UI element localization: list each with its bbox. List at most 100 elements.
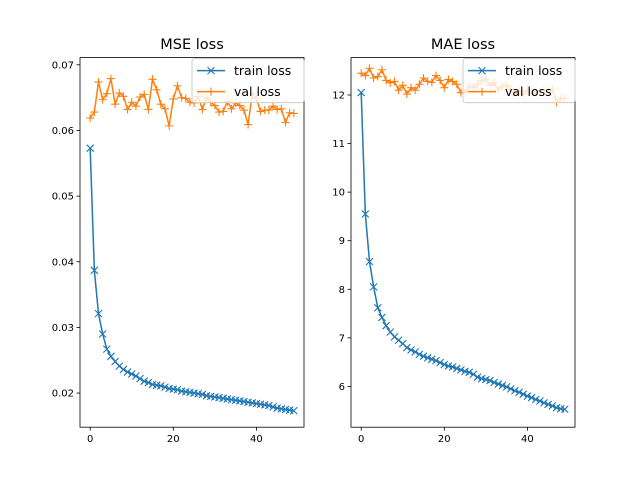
mse-train-loss-point (123, 368, 132, 376)
mae-train-loss-point (415, 350, 424, 359)
mae-train-loss-point (357, 88, 366, 97)
mae-legend-train-loss-marker (478, 66, 486, 75)
mse-train-loss-point (107, 352, 115, 361)
mae-val-loss-point (382, 76, 391, 85)
mae-val-loss-point (386, 78, 395, 87)
mse-x-tick-label: 40 (250, 434, 263, 445)
mse-train-loss-point (136, 374, 144, 383)
mse-train-loss-point (264, 401, 273, 410)
mae-train-loss-point (506, 384, 515, 393)
mse-legend-train-loss-label: train loss (234, 63, 291, 78)
mse-val-loss-point (106, 74, 115, 83)
mse-val-loss-point (281, 118, 290, 127)
mse-val-loss-point (227, 104, 236, 113)
mse-train-loss-point (289, 406, 298, 415)
mae-y-axis: 6 7 8 9 10 11 12 (332, 90, 351, 393)
mse-y-tick-label: 0.04 (52, 257, 74, 268)
mae-y-tick-label: 7 (339, 333, 345, 344)
mse-loss-chart: MSE loss 0 20 40 0.020.030.040.050.060.07 … (52, 37, 305, 445)
mse-val-loss-point (136, 92, 145, 101)
mae-loss-chart: MAE loss 0 20 40 6 7 8 9 10 11 12 train loss val … (332, 37, 576, 445)
mae-train-loss-point (531, 395, 540, 404)
mae-train-loss-point (403, 343, 411, 352)
mae-train-loss-point (440, 360, 449, 369)
mse-legend: train loss val loss (191, 58, 305, 104)
mse-val-loss-point (239, 106, 248, 115)
mae-legend-val-loss-label: val loss (505, 84, 552, 99)
mse-val-loss-point (86, 113, 95, 122)
mse-val-loss-point (148, 75, 157, 84)
mae-train-loss-point (423, 353, 432, 362)
mae-train-loss-point (494, 380, 503, 388)
mae-val-loss-point (357, 69, 366, 78)
mae-chart-title: MAE loss (431, 37, 495, 53)
mae-train-loss-point (519, 390, 528, 399)
mae-train-loss-point (411, 348, 420, 356)
mae-train-loss-point (419, 352, 428, 361)
mse-val-loss-point (273, 105, 282, 114)
mse-val-loss-point (177, 93, 186, 102)
mae-val-loss-point (369, 73, 378, 82)
mse-val-loss-point (131, 102, 140, 111)
mae-train-loss-point (523, 392, 532, 401)
mse-x-tick-label: 0 (87, 434, 93, 445)
mse-val-loss-point (98, 95, 107, 104)
mae-train-loss-point (560, 405, 569, 414)
mse-train-loss-point (98, 330, 107, 338)
mae-train-loss-point (502, 383, 511, 391)
mse-train-loss-point (86, 144, 95, 153)
mae-train-loss-point (452, 364, 461, 373)
mse-train-loss-point (90, 266, 99, 275)
mse-train-loss-point (115, 362, 124, 371)
mse-train-loss-point (144, 378, 153, 387)
mse-val-loss-point (173, 81, 182, 90)
mse-legend-val-loss-marker (207, 87, 215, 96)
mse-val-loss-point (165, 121, 174, 130)
mae-y-tick-label: 11 (332, 139, 345, 150)
mse-train-loss-point (198, 390, 207, 399)
mae-train-loss-point (535, 397, 544, 405)
mse-val-loss-point (111, 100, 120, 109)
mse-val-loss-point (115, 89, 124, 98)
mae-val-loss-point (452, 80, 461, 89)
mae-train-loss-point (378, 313, 386, 322)
mse-train-loss-point (156, 381, 165, 390)
mse-val-loss-point (119, 92, 128, 101)
mae-y-tick-label: 12 (332, 90, 345, 101)
mae-val-loss-point (423, 77, 432, 86)
mae-legend-train-loss-label: train loss (505, 63, 562, 78)
mae-val-loss-point (415, 80, 424, 89)
mae-train-loss-point (436, 358, 445, 367)
mae-train-loss-point (540, 399, 548, 407)
mae-train-loss-point (465, 368, 474, 377)
mae-val-loss-point (390, 77, 399, 86)
mae-train-loss-point (511, 386, 519, 395)
mse-chart-title: MSE loss (160, 37, 224, 53)
mae-val-loss-point (431, 71, 440, 80)
mae-y-tick-label: 6 (339, 382, 345, 393)
mae-train-loss-point (365, 257, 374, 266)
mse-val-loss-point (156, 100, 165, 109)
mae-val-loss-point (407, 83, 416, 92)
mse-val-loss-point (285, 108, 294, 117)
mae-train-loss-point (473, 373, 482, 382)
mae-train-loss-point (432, 356, 440, 365)
mse-val-loss-point (256, 107, 265, 116)
mse-train-loss-point (127, 370, 136, 378)
mae-val-loss-point (419, 73, 428, 82)
mae-train-loss-point (544, 400, 553, 409)
mae-train-loss-point (448, 363, 457, 371)
mse-train-loss-point (140, 377, 149, 386)
mse-val-loss-point (215, 108, 224, 117)
mae-x-tick-label: 40 (521, 434, 534, 445)
mae-train-loss-point (498, 381, 507, 390)
mse-train-loss-point (269, 402, 277, 411)
mae-train-loss-point (407, 346, 415, 354)
mae-train-loss-point (457, 366, 465, 374)
mae-y-tick-label: 10 (332, 188, 345, 199)
mae-y-tick-label: 8 (339, 285, 345, 296)
mae-train-loss-point (469, 370, 478, 379)
mae-train-loss-point (373, 303, 382, 312)
mse-train-loss-point (94, 309, 103, 318)
